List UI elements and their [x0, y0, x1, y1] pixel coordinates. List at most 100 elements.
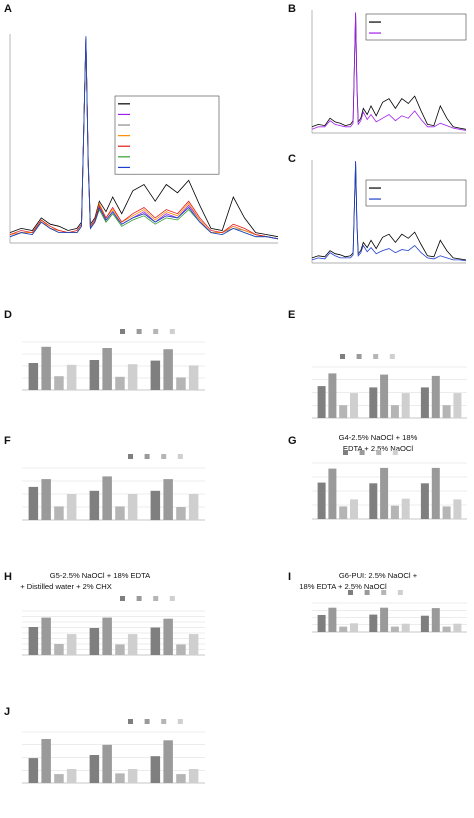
bar-apical-o — [163, 479, 173, 520]
series-line-2 — [311, 12, 467, 131]
bar-middle-o — [102, 744, 112, 784]
bar-middle-c — [369, 483, 378, 519]
panel-j: J — [4, 706, 205, 784]
bar-apical-c — [150, 490, 161, 521]
chart-title: G4-2.5% NaOCl + 18% EDTA + 2.5% NaOCl — [339, 433, 418, 453]
bar-coronal-c — [317, 615, 326, 632]
legend-swatch — [153, 329, 159, 334]
bar-apical-o — [163, 740, 173, 783]
legend-swatch — [373, 354, 379, 359]
panel-label: B — [288, 3, 296, 15]
legend-swatch — [364, 590, 370, 595]
panel-e: E — [288, 309, 467, 419]
bar-apical-ca — [453, 393, 462, 418]
bar-coronal-p — [54, 376, 64, 390]
bar-middle-p — [115, 506, 125, 520]
bar-apical-p — [176, 507, 186, 520]
bar-coronal-c — [317, 482, 326, 519]
chart-title-line: G5-2.5% NaOCl + 18% EDTA — [50, 571, 151, 580]
bar-apical-p — [176, 377, 186, 390]
bar-coronal-c — [28, 363, 39, 390]
bar-middle-o — [102, 348, 112, 390]
bar-apical-p — [442, 626, 451, 632]
panel-label: G — [288, 435, 297, 447]
legend-box — [365, 13, 467, 41]
bar-middle-p — [390, 505, 399, 519]
panel-label: I — [288, 571, 291, 583]
series-line-1 — [311, 162, 467, 261]
legend-swatch — [356, 354, 362, 359]
bar-coronal-o — [41, 739, 51, 783]
legend-swatch — [169, 329, 175, 334]
legend-swatch — [128, 719, 133, 724]
chart-title-line: G4-2.5% NaOCl + 18% — [339, 433, 418, 442]
bar-apical-ca — [188, 634, 199, 655]
bar-apical-ca — [188, 365, 199, 390]
panel-g: G G4-2.5% NaOCl + 18% EDTA + 2.5% NaOCl — [288, 433, 467, 520]
bar-coronal-c — [28, 627, 39, 655]
bar-middle-p — [390, 405, 399, 419]
bar-apical-c — [420, 483, 429, 519]
bar-coronal-ca — [350, 623, 358, 632]
panel-label: H — [4, 571, 12, 583]
bar-middle-c — [369, 387, 378, 418]
bar-apical-o — [431, 467, 440, 519]
bar-middle-ca — [127, 494, 138, 520]
bar-middle-c — [89, 490, 100, 521]
legend-swatch — [376, 450, 382, 455]
bar-apical-ca — [188, 494, 199, 520]
bar-apical-o — [431, 375, 440, 418]
bar-apical-c — [420, 615, 429, 632]
bar-apical-p — [176, 644, 186, 655]
bar-coronal-p — [339, 405, 348, 419]
bar-middle-o — [102, 476, 112, 520]
legend-swatch — [389, 354, 395, 359]
bar-apical-p — [176, 774, 186, 783]
bar-coronal-p — [54, 644, 64, 655]
bar-middle-ca — [401, 393, 410, 418]
bar-coronal-p — [54, 506, 64, 520]
bar-coronal-o — [328, 607, 337, 632]
bar-apical-c — [150, 627, 161, 655]
bar-middle-o — [380, 467, 389, 519]
bar-coronal-o — [41, 479, 51, 520]
bar-middle-o — [380, 607, 389, 632]
legend-swatch — [120, 329, 125, 334]
panel-b: B — [288, 3, 467, 134]
bar-middle-p — [115, 644, 125, 655]
chart-title-line: + Distilled water + 2% CHX — [20, 582, 112, 591]
bar-coronal-c — [28, 758, 39, 783]
bar-apical-c — [150, 360, 161, 390]
legend-swatch — [177, 719, 183, 724]
series-line-1 — [9, 38, 279, 238]
legend-swatch — [348, 590, 353, 595]
bar-middle-p — [390, 626, 399, 632]
bar-coronal-ca — [66, 634, 77, 655]
panel-f: F — [4, 435, 205, 521]
chart-title-line: EDTA + 2.5% NaOCl — [343, 444, 413, 453]
bar-apical-ca — [453, 499, 462, 519]
panel-label: E — [288, 309, 295, 321]
bar-middle-ca — [401, 623, 410, 632]
legend-swatch — [136, 329, 142, 334]
bar-middle-c — [89, 360, 100, 390]
bar-middle-ca — [127, 634, 138, 655]
bar-coronal-ca — [350, 393, 358, 418]
bar-coronal-ca — [66, 364, 77, 390]
bar-coronal-o — [41, 346, 51, 390]
panel-c: C — [288, 153, 467, 264]
bar-coronal-p — [54, 774, 64, 783]
legend-swatch — [177, 454, 183, 459]
series-line-5 — [9, 38, 279, 240]
panel-label: F — [4, 435, 11, 447]
bar-middle-c — [89, 628, 100, 655]
legend-swatch — [381, 590, 387, 595]
legend-swatch — [120, 596, 125, 601]
panel-a: A — [4, 3, 279, 244]
bar-apical-o — [431, 608, 440, 632]
panel-d: D — [4, 309, 205, 391]
bar-middle-p — [115, 773, 125, 783]
legend-swatch — [359, 450, 365, 455]
legend-swatch — [161, 454, 167, 459]
